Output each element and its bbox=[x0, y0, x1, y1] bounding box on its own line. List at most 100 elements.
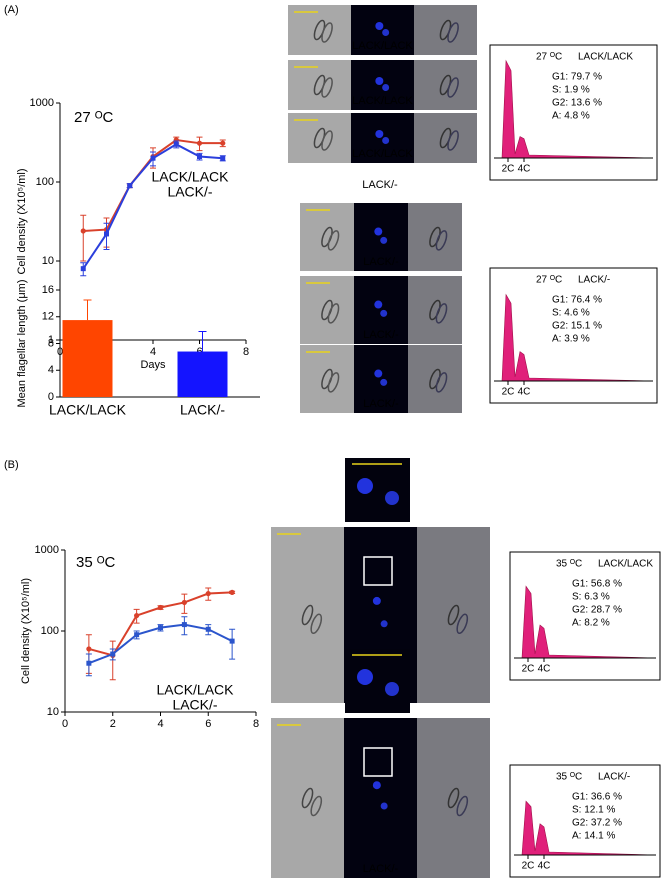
legend-entry: LACK/- bbox=[172, 697, 217, 713]
bright-field bbox=[288, 5, 351, 55]
image-label: LACK/LACK bbox=[352, 148, 413, 160]
histogram-stat: G2: 28.7 % bbox=[572, 605, 622, 616]
point bbox=[181, 599, 187, 606]
peak-label: 2C bbox=[502, 387, 515, 398]
micrograph: LACK/LACK bbox=[288, 5, 477, 55]
peak-label: 2C bbox=[502, 164, 515, 175]
nucleus bbox=[374, 300, 383, 309]
y-tick-label: 100 bbox=[36, 176, 54, 188]
fluorescence bbox=[351, 113, 414, 163]
x-tick-label: 2 bbox=[110, 718, 116, 730]
x-tick-label: LACK/- bbox=[180, 402, 225, 418]
y-axis-label: Cell density (X10⁵/ml) bbox=[20, 578, 32, 684]
line bbox=[88, 591, 233, 657]
error-bar bbox=[109, 640, 116, 681]
point bbox=[205, 590, 211, 597]
cell bbox=[301, 604, 314, 626]
histogram-genotype: LACK/- bbox=[578, 275, 610, 286]
point bbox=[86, 660, 92, 666]
fluorescence bbox=[354, 345, 408, 413]
image-label: LACK/LACK bbox=[352, 40, 413, 52]
cell bbox=[456, 795, 469, 817]
bright-field bbox=[288, 60, 351, 110]
histogram-temp: 35 ᴼC bbox=[556, 772, 582, 783]
point bbox=[229, 589, 235, 595]
point bbox=[158, 625, 163, 631]
legend-entry: LACK/LACK bbox=[156, 682, 234, 698]
point bbox=[196, 140, 203, 146]
cell bbox=[321, 130, 333, 151]
point bbox=[110, 651, 116, 657]
y-tick-label: 0 bbox=[48, 391, 54, 403]
bright-field bbox=[271, 527, 344, 703]
point bbox=[197, 154, 202, 160]
cell bbox=[447, 604, 460, 626]
cell bbox=[456, 613, 469, 635]
cell bbox=[447, 22, 459, 43]
merge bbox=[408, 203, 462, 271]
nucleus bbox=[375, 22, 384, 30]
bright-field bbox=[300, 276, 354, 344]
x-axis-label: Days bbox=[140, 359, 166, 371]
nucleus bbox=[385, 491, 399, 505]
nucleus bbox=[375, 77, 384, 85]
nucleus bbox=[357, 669, 373, 685]
cell bbox=[447, 787, 460, 809]
histogram bbox=[514, 585, 657, 659]
histogram-stat: G1: 79.7 % bbox=[552, 72, 602, 83]
cell bbox=[435, 303, 448, 324]
image-heading: LACK/- bbox=[362, 179, 398, 191]
cell bbox=[327, 303, 340, 324]
micrograph: LACK/- bbox=[300, 276, 462, 344]
point bbox=[134, 612, 140, 619]
point bbox=[157, 604, 164, 611]
nucleus bbox=[357, 478, 373, 494]
cell bbox=[310, 613, 323, 635]
x-tick-label: 6 bbox=[205, 718, 211, 730]
peak-label: 2C bbox=[522, 664, 535, 675]
annotation: 35 ᴼC bbox=[76, 554, 116, 571]
nucleus bbox=[385, 682, 399, 696]
fluorescence bbox=[351, 5, 414, 55]
histogram-stat: A: 4.8 % bbox=[552, 111, 590, 122]
merge bbox=[414, 113, 477, 163]
histogram-genotype: LACK/- bbox=[598, 772, 630, 783]
y-tick-label: 10 bbox=[47, 706, 59, 718]
fluorescence bbox=[354, 203, 408, 271]
bright-field bbox=[271, 718, 344, 878]
inset-box bbox=[363, 556, 393, 586]
peak-label: 4C bbox=[538, 861, 551, 872]
nucleus bbox=[380, 802, 388, 810]
cell bbox=[301, 787, 314, 809]
nucleus bbox=[380, 620, 388, 628]
histogram-stat: A: 3.9 % bbox=[552, 334, 590, 345]
legend-entry: LACK/- bbox=[167, 184, 212, 200]
histogram-temp: 27 ᴼC bbox=[536, 275, 562, 286]
y-tick-label: 8 bbox=[48, 337, 54, 349]
y-axis-label: Mean flagellar length (μm) bbox=[16, 279, 28, 407]
x-tick-label: 8 bbox=[243, 346, 249, 358]
histogram bbox=[514, 800, 657, 856]
merge bbox=[414, 5, 477, 55]
histogram-frame bbox=[509, 764, 661, 878]
histogram-temp: 27 ᴼC bbox=[536, 52, 562, 63]
y-tick-label: 1000 bbox=[30, 97, 54, 109]
nucleus bbox=[382, 29, 390, 36]
legend-entry: LACK/LACK bbox=[151, 169, 229, 185]
x-tick-label: 4 bbox=[157, 718, 163, 730]
point bbox=[205, 626, 211, 632]
histogram bbox=[494, 293, 654, 382]
peak-label: 4C bbox=[518, 164, 531, 175]
point bbox=[104, 231, 109, 237]
inset-box bbox=[363, 747, 393, 777]
histogram-stat: S: 1.9 % bbox=[552, 85, 590, 96]
merge bbox=[414, 60, 477, 110]
y-tick-label: 16 bbox=[42, 284, 54, 296]
panel-label: (B) bbox=[4, 459, 19, 471]
histogram-stat: G2: 37.2 % bbox=[572, 818, 622, 829]
cell bbox=[447, 77, 459, 98]
cell bbox=[435, 372, 448, 393]
histogram-stat: S: 6.3 % bbox=[572, 592, 610, 603]
nucleus bbox=[382, 84, 390, 91]
point bbox=[220, 155, 226, 161]
